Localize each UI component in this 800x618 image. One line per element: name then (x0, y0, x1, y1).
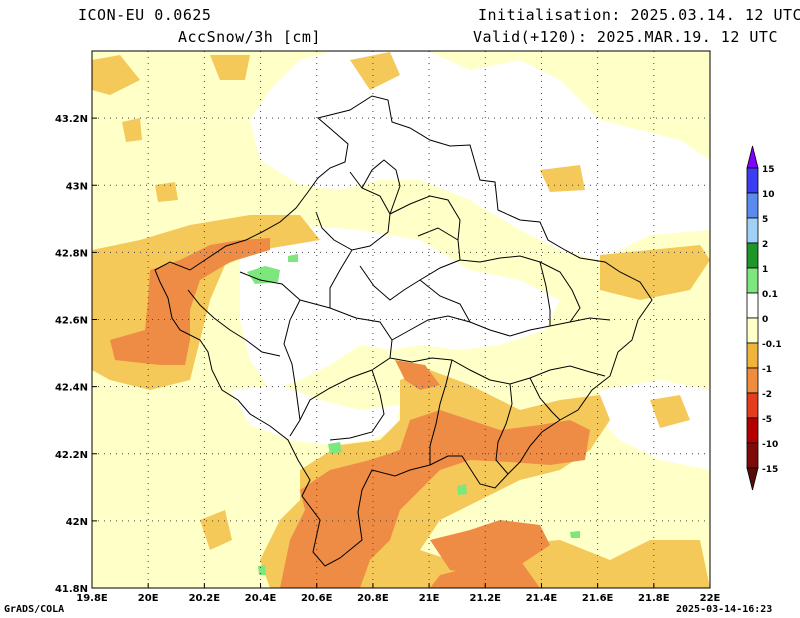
field-layer (92, 51, 710, 588)
colorbar-label: -0.1 (762, 340, 782, 350)
x-tick-label: 21.4E (526, 593, 558, 604)
inner-boundary-9 (283, 299, 301, 421)
inner-boundary-7 (429, 359, 453, 465)
snow-patch-southwest (200, 510, 232, 550)
valid-time: Valid(+120): 2025.MAR.19. 12 UTC (473, 28, 778, 46)
x-tick-label: 22E (700, 593, 721, 604)
snow-patch-northeast (540, 165, 585, 192)
snow-patch-west-small-2 (155, 182, 178, 202)
inner-boundary-16 (187, 289, 281, 357)
variable-title: AccSnow/3h [cm] (178, 28, 321, 46)
x-tick-label: 21E (419, 593, 440, 604)
zero-area-north (250, 52, 710, 260)
colorbar-label: -10 (762, 440, 778, 450)
snow-patch-northwest (92, 55, 140, 95)
model-title: ICON-EU 0.0625 (78, 6, 212, 24)
inner-boundary-8 (495, 383, 513, 475)
colorbar-top-arrow (746, 145, 759, 169)
y-axis: 41.8N 42N 42.2N 42.4N 42.6N 42.8N 43N 43.2N (55, 114, 97, 595)
inner-boundary-18 (361, 159, 401, 215)
footer-timestamp: 2025-03-14-16:23 (676, 604, 773, 615)
colorbar-segment (746, 317, 759, 344)
y-tick-label: 42.6N (55, 316, 88, 327)
colorbar-label: 15 (762, 165, 775, 175)
x-tick-label: 19.8E (76, 593, 108, 604)
colorbar-label: 1 (762, 265, 768, 275)
colorbar-segment (746, 242, 759, 269)
inner-boundary-15 (529, 377, 561, 421)
snow-patch-north (210, 55, 250, 80)
colorbar-segment (746, 292, 759, 319)
colorbar-label: 2 (762, 240, 768, 250)
colorbar-label: 0.1 (762, 290, 778, 300)
region-boundaries (154, 95, 653, 567)
colorbar-segment (746, 392, 759, 419)
y-tick-label: 42N (66, 517, 88, 528)
colorbar-label: -2 (762, 390, 772, 400)
green-patch-small-1 (288, 254, 298, 262)
y-tick-label: 41.8N (55, 584, 88, 595)
colorbar-label: -15 (762, 465, 778, 475)
colorbar: 15 10 5 2 1 0.1 0 -0.1 -1 -2 -5 -10 -15 (746, 145, 782, 491)
green-patch-small-3 (457, 484, 467, 495)
colorbar-segment (746, 267, 759, 294)
inner-boundary-14 (329, 369, 385, 441)
zero-area-center (240, 225, 560, 390)
snow-core-west (110, 238, 270, 365)
colorbar-segment (746, 217, 759, 244)
colorbar-segment (746, 417, 759, 444)
colorbar-bottom-arrow (746, 467, 759, 491)
x-tick-label: 21.2E (470, 593, 502, 604)
green-patch-small-2 (328, 442, 342, 454)
snow-core-center (395, 360, 440, 390)
x-tick-label: 20.6E (301, 593, 333, 604)
green-patch-northwest (247, 266, 280, 284)
colorbar-label: 5 (762, 215, 768, 225)
grid-lines (92, 51, 710, 588)
snow-patch-top-center (350, 52, 400, 90)
snow-band-east (600, 245, 710, 300)
y-tick-label: 42.2N (55, 450, 88, 461)
x-tick-label: 20.2E (189, 593, 221, 604)
y-tick-label: 43.2N (55, 114, 88, 125)
colorbar-segment (746, 342, 759, 369)
colorbar-segment (746, 167, 759, 194)
x-tick-label: 21.8E (638, 593, 670, 604)
inner-boundary-13 (329, 249, 353, 308)
inner-boundary-11 (419, 279, 471, 323)
inner-boundary-10 (239, 271, 301, 301)
x-tick-label: 20.4E (245, 593, 277, 604)
y-tick-label: 42.4N (55, 383, 88, 394)
footer-credit: GrADS/COLA (4, 604, 65, 615)
x-axis: 19.8E 20E 20.2E 20.4E 20.6E 20.8E 21E 21.2E 21.4… (76, 583, 721, 604)
snow-patch-west-small (122, 118, 142, 142)
colorbar-segment (746, 192, 759, 219)
colorbar-label: 0 (762, 315, 768, 325)
colorbar-label: -5 (762, 415, 772, 425)
inner-boundary-5 (391, 315, 611, 341)
init-time: Initialisation: 2025.03.14. 12 UTC (478, 6, 800, 24)
green-patch-small-4 (570, 531, 580, 538)
outer-boundary (154, 95, 653, 567)
y-tick-label: 42.8N (55, 248, 88, 259)
colorbar-label: -1 (762, 365, 772, 375)
green-patch-small-5 (258, 565, 266, 575)
inner-boundary-1 (315, 171, 391, 251)
x-tick-label: 20E (138, 593, 159, 604)
inner-boundary-17 (417, 227, 459, 241)
inner-boundary-12 (539, 261, 551, 326)
colorbar-segment (746, 367, 759, 394)
inner-boundary-4 (289, 299, 393, 437)
x-tick-label: 20.8E (357, 593, 389, 604)
zero-area-south (230, 385, 400, 445)
snow-patch-southeast (650, 395, 690, 428)
colorbar-segment (746, 442, 759, 469)
y-tick-label: 43N (66, 181, 88, 192)
inner-boundary-6 (389, 357, 606, 385)
x-tick-label: 21.6E (582, 593, 614, 604)
colorbar-label: 10 (762, 190, 775, 200)
